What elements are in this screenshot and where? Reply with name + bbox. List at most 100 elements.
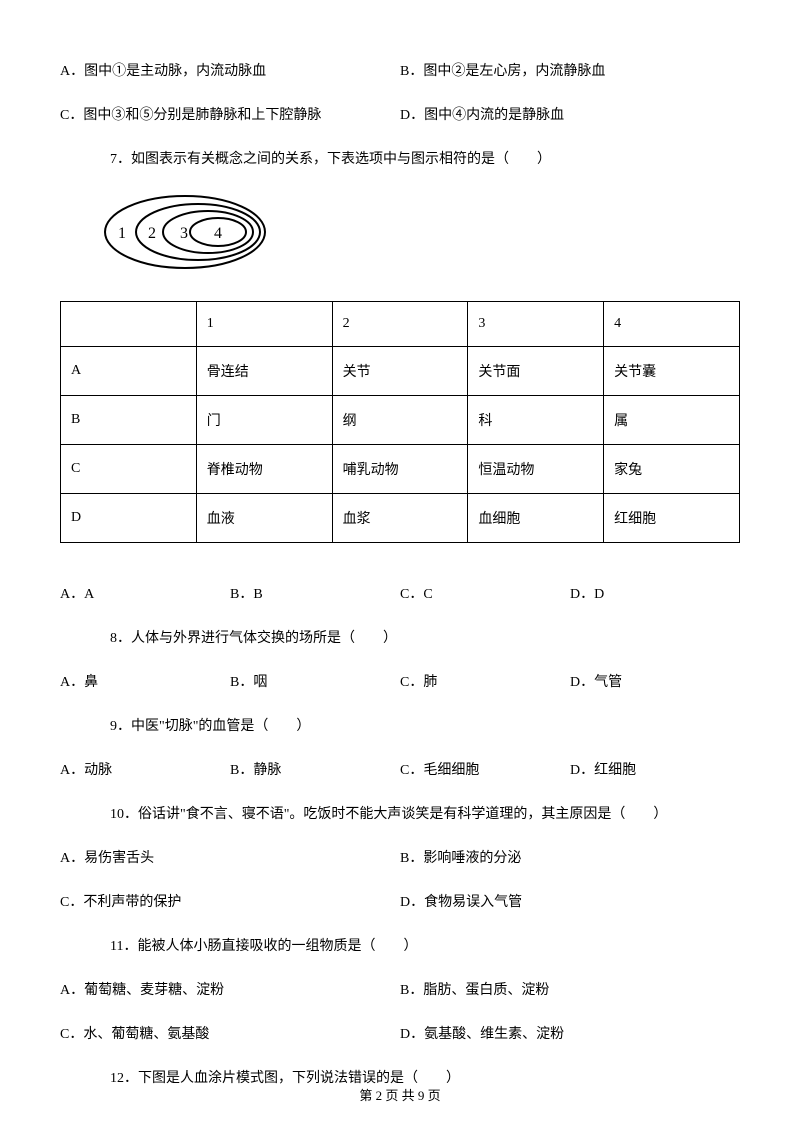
table-cell: B [61, 396, 197, 445]
q11-option-c: C．水、葡萄糖、氨基酸 [60, 1023, 400, 1043]
q8-option-b: B．咽 [230, 671, 400, 691]
option-text: C．水、葡萄糖、氨基酸 [60, 1027, 209, 1042]
q8-option-a: A．鼻 [60, 671, 230, 691]
q11-option-a: A．葡萄糖、麦芽糖、淀粉 [60, 979, 400, 999]
option-text: A．动脉 [60, 763, 112, 778]
question-text: 9．中医"切脉"的血管是（ ） [110, 719, 310, 734]
option-text: D．食物易误入气管 [400, 895, 522, 910]
q7-option-c: C．C [400, 583, 570, 603]
q10-option-a: A．易伤害舌头 [60, 847, 400, 867]
table-cell: 关节囊 [604, 347, 740, 396]
ellipse-diagram-icon: 1 2 3 4 [100, 192, 270, 272]
diagram-label-2: 2 [148, 225, 156, 242]
table-header-row: 1 2 3 4 [61, 302, 740, 347]
option-text: A．鼻 [60, 675, 98, 690]
q7-options: A．A B．B C．C D．D [60, 583, 740, 603]
q12-text: 12．下图是人血涂片模式图，下列说法错误的是（ ） [60, 1067, 740, 1087]
table-cell: C [61, 445, 197, 494]
q7-option-b: B．B [230, 583, 400, 603]
table-cell: 2 [332, 302, 468, 347]
footer-text: 第 2 页 共 9 页 [359, 1088, 440, 1103]
q11-option-d: D．氨基酸、维生素、淀粉 [400, 1023, 740, 1043]
q9-option-b: B．静脉 [230, 759, 400, 779]
question-text: 11．能被人体小肠直接吸收的一组物质是（ ） [110, 939, 417, 954]
option-text: A．图中①是主动脉，内流动脉血 [60, 64, 266, 79]
q8-option-d: D．气管 [570, 671, 740, 691]
table-cell: 4 [604, 302, 740, 347]
option-text: A．葡萄糖、麦芽糖、淀粉 [60, 983, 224, 998]
q6-option-d: D．图中④内流的是静脉血 [400, 104, 740, 124]
table-cell: 3 [468, 302, 604, 347]
question-text: 8．人体与外界进行气体交换的场所是（ ） [110, 631, 397, 646]
table-cell: 恒温动物 [468, 445, 604, 494]
option-text: C．肺 [400, 675, 437, 690]
q10-options-row1: A．易伤害舌头 B．影响唾液的分泌 [60, 847, 740, 867]
option-text: B．影响唾液的分泌 [400, 851, 521, 866]
option-text: D．气管 [570, 675, 622, 690]
q9-option-c: C．毛细细胞 [400, 759, 570, 779]
q10-options-row2: C．不利声带的保护 D．食物易误入气管 [60, 891, 740, 911]
q9-option-a: A．动脉 [60, 759, 230, 779]
table-row: B 门 纲 科 属 [61, 396, 740, 445]
option-text: D．红细胞 [570, 763, 636, 778]
table-cell: 门 [196, 396, 332, 445]
q7-diagram: 1 2 3 4 [100, 192, 740, 277]
table-cell: A [61, 347, 197, 396]
table-cell: 关节 [332, 347, 468, 396]
option-text: C．不利声带的保护 [60, 895, 181, 910]
option-text: B．咽 [230, 675, 267, 690]
table-cell: 脊椎动物 [196, 445, 332, 494]
table-cell: D [61, 494, 197, 543]
option-text: D．图中④内流的是静脉血 [400, 108, 564, 123]
q6-option-c: C．图中③和⑤分别是肺静脉和上下腔静脉 [60, 104, 400, 124]
q8-option-c: C．肺 [400, 671, 570, 691]
option-text: B．B [230, 587, 263, 602]
q9-options: A．动脉 B．静脉 C．毛细细胞 D．红细胞 [60, 759, 740, 779]
option-text: C．C [400, 587, 433, 602]
q7-table: 1 2 3 4 A 骨连结 关节 关节面 关节囊 B 门 纲 科 属 C 脊椎动… [60, 301, 740, 543]
option-text: B．脂肪、蛋白质、淀粉 [400, 983, 549, 998]
option-text: D．氨基酸、维生素、淀粉 [400, 1027, 564, 1042]
question-text: 12．下图是人血涂片模式图，下列说法错误的是（ ） [110, 1071, 460, 1086]
question-text: 10．俗话讲"食不言、寝不语"。吃饭时不能大声谈笑是有科学道理的，其主原因是（ … [110, 807, 667, 822]
q9-text: 9．中医"切脉"的血管是（ ） [60, 715, 740, 735]
table-cell: 血液 [196, 494, 332, 543]
table-cell: 1 [196, 302, 332, 347]
table-cell: 骨连结 [196, 347, 332, 396]
option-text: C．毛细细胞 [400, 763, 479, 778]
q11-options-row1: A．葡萄糖、麦芽糖、淀粉 B．脂肪、蛋白质、淀粉 [60, 979, 740, 999]
q11-options-row2: C．水、葡萄糖、氨基酸 D．氨基酸、维生素、淀粉 [60, 1023, 740, 1043]
q10-option-d: D．食物易误入气管 [400, 891, 740, 911]
q10-option-c: C．不利声带的保护 [60, 891, 400, 911]
table-cell: 红细胞 [604, 494, 740, 543]
table-cell: 属 [604, 396, 740, 445]
table-cell: 哺乳动物 [332, 445, 468, 494]
table-row: D 血液 血浆 血细胞 红细胞 [61, 494, 740, 543]
q11-option-b: B．脂肪、蛋白质、淀粉 [400, 979, 740, 999]
question-text: 7．如图表示有关概念之间的关系，下表选项中与图示相符的是（ ） [110, 152, 551, 167]
q6-option-b: B．图中②是左心房，内流静脉血 [400, 60, 740, 80]
option-text: D．D [570, 587, 604, 602]
option-text: B．静脉 [230, 763, 281, 778]
option-text: A．易伤害舌头 [60, 851, 154, 866]
q8-text: 8．人体与外界进行气体交换的场所是（ ） [60, 627, 740, 647]
diagram-label-4: 4 [214, 225, 222, 242]
q9-option-d: D．红细胞 [570, 759, 740, 779]
q10-option-b: B．影响唾液的分泌 [400, 847, 740, 867]
table-cell: 纲 [332, 396, 468, 445]
q8-options: A．鼻 B．咽 C．肺 D．气管 [60, 671, 740, 691]
q7-option-a: A．A [60, 583, 230, 603]
diagram-label-3: 3 [180, 225, 188, 242]
diagram-label-1: 1 [118, 225, 126, 242]
page-footer: 第 2 页 共 9 页 [0, 1085, 800, 1104]
option-text: B．图中②是左心房，内流静脉血 [400, 64, 605, 79]
table-cell [61, 302, 197, 347]
q7-option-d: D．D [570, 583, 740, 603]
table-cell: 血浆 [332, 494, 468, 543]
table-row: A 骨连结 关节 关节面 关节囊 [61, 347, 740, 396]
q6-options-row1: A．图中①是主动脉，内流动脉血 B．图中②是左心房，内流静脉血 [60, 60, 740, 80]
q11-text: 11．能被人体小肠直接吸收的一组物质是（ ） [60, 935, 740, 955]
q6-option-a: A．图中①是主动脉，内流动脉血 [60, 60, 400, 80]
q6-options-row2: C．图中③和⑤分别是肺静脉和上下腔静脉 D．图中④内流的是静脉血 [60, 104, 740, 124]
table-row: C 脊椎动物 哺乳动物 恒温动物 家兔 [61, 445, 740, 494]
